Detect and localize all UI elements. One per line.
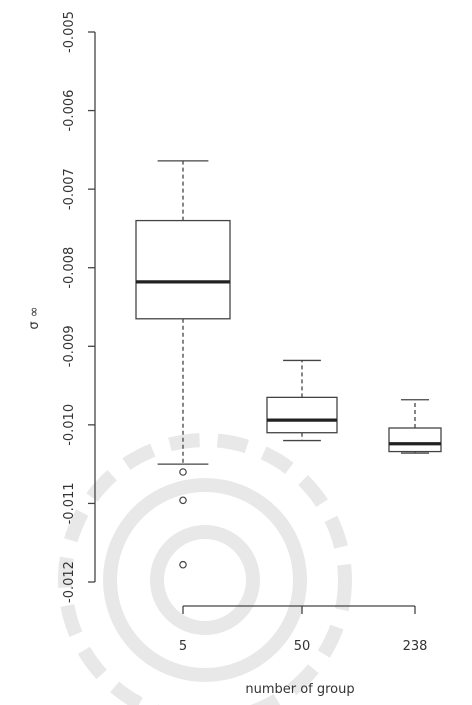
box-238 [388, 399, 442, 454]
y-tick-label: -0.009 [62, 325, 77, 367]
y-tick-label: -0.012 [62, 561, 77, 603]
x-axis-title: number of group [245, 682, 354, 697]
box-iqr [266, 396, 338, 434]
box-series [135, 160, 442, 569]
box-iqr [135, 219, 231, 320]
outlier-point [179, 468, 187, 476]
outlier-point [179, 560, 187, 569]
y-axis-title: σ ∞ [27, 306, 42, 329]
watermark-ring-outer [58, 433, 352, 705]
x-axis: 5 50 238 [179, 605, 428, 654]
watermark-ring-inner [150, 525, 260, 635]
watermark-ring-middle [103, 478, 307, 682]
y-axis: -0.012 -0.011 -0.010 -0.009 -0.008 -0.007 -0.0… [62, 11, 96, 603]
y-tick-label: -0.007 [62, 168, 77, 210]
x-tick-label: 5 [179, 639, 187, 654]
y-tick-label: -0.006 [62, 90, 77, 132]
x-tick-label: 238 [403, 639, 428, 654]
box-iqr [388, 427, 442, 453]
watermark-rosette [58, 433, 352, 705]
outlier-point [179, 496, 187, 505]
box-50 [266, 359, 338, 442]
x-tick-label: 50 [294, 639, 311, 654]
y-tick-label: -0.011 [62, 482, 77, 524]
y-tick-label: -0.010 [62, 404, 77, 446]
y-tick-label: -0.005 [62, 11, 77, 53]
box-5 [135, 160, 231, 569]
y-tick-label: -0.008 [62, 247, 77, 289]
